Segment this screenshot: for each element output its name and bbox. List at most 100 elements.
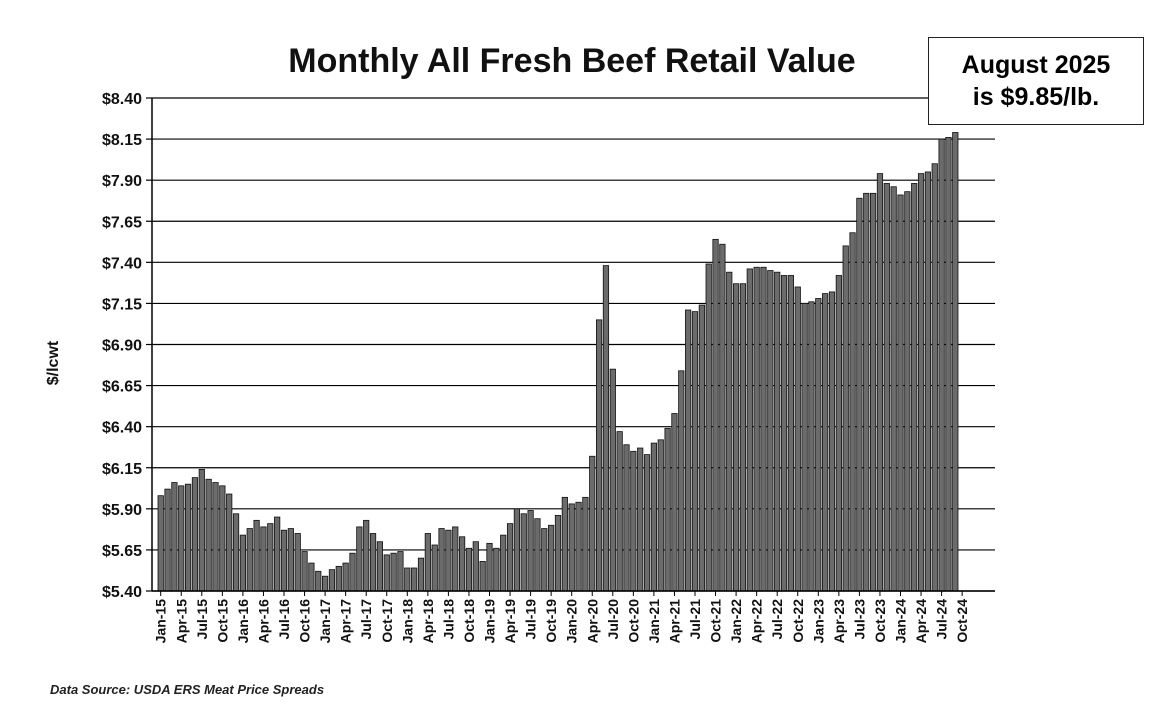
bar: [465, 547, 473, 592]
bar: [226, 493, 233, 592]
bar: [561, 496, 568, 592]
x-tick-label: Jul-16: [276, 599, 292, 640]
bar: [637, 447, 644, 592]
bar: [897, 194, 904, 592]
bar: [876, 173, 884, 592]
y-tick-label: $8.40: [102, 91, 142, 108]
y-tick-label: $6.90: [102, 338, 142, 355]
bar: [191, 477, 199, 592]
x-tick-label: Oct-21: [708, 599, 724, 643]
bar: [575, 501, 582, 592]
bar: [411, 567, 418, 592]
y-axis-ticks: $8.40 $8.15 $7.90 $7.65 $7.40 $7.15 $6.90 $6.65…: [102, 91, 152, 601]
x-axis-ticks: Jan-15 Apr-15 Jul-15 Oct-15 Jan-16 Apr-16 Jul-…: [153, 591, 970, 643]
bar: [534, 518, 541, 592]
bar: [815, 298, 822, 592]
bar: [506, 523, 514, 592]
bar: [253, 519, 260, 592]
x-tick-label: Jan-18: [399, 599, 415, 644]
bar: [911, 183, 918, 592]
bar: [239, 534, 246, 592]
bar: [616, 431, 623, 592]
bar: [472, 541, 479, 592]
bar: [301, 551, 308, 592]
data-source-note: Data Source: USDA ERS Meat Price Spreads: [50, 682, 324, 697]
bar: [568, 503, 575, 592]
y-tick-label: $5.65: [102, 543, 142, 560]
x-tick-label: Apr-22: [749, 599, 765, 644]
x-tick-label: Jul-20: [605, 599, 621, 640]
bar: [513, 508, 521, 592]
bar: [445, 529, 452, 592]
x-tick-label: Jul-21: [687, 599, 703, 640]
bar: [767, 270, 774, 592]
bar: [219, 485, 226, 592]
bar: [856, 197, 863, 592]
bar: [739, 283, 747, 592]
bar: [184, 483, 192, 592]
bar: [643, 454, 651, 592]
bar: [890, 186, 897, 592]
bar: [308, 562, 315, 592]
bar: [774, 271, 781, 592]
bar: [849, 232, 856, 592]
bar: [383, 554, 390, 592]
x-tick-label: Apr-19: [502, 599, 518, 644]
bar: [205, 478, 212, 592]
y-tick-label: $8.15: [102, 132, 142, 149]
x-tick-label: Oct-17: [379, 599, 395, 643]
bar: [883, 183, 890, 592]
x-tick-label: Jul-23: [851, 599, 867, 640]
bar: [589, 455, 596, 592]
bar: [623, 444, 630, 592]
bar: [246, 528, 253, 592]
x-tick-label: Oct-24: [954, 599, 970, 643]
bar: [835, 275, 842, 592]
bar: [945, 137, 952, 592]
x-tick-label: Jan-17: [317, 599, 333, 644]
x-tick-label: Oct-16: [297, 599, 313, 643]
x-tick-label: Jul-15: [194, 599, 210, 640]
bar: [733, 283, 740, 592]
x-tick-label: Oct-19: [543, 599, 559, 643]
x-tick-label: Apr-17: [338, 599, 354, 644]
x-tick-label: Oct-20: [625, 599, 641, 643]
bar: [609, 368, 616, 592]
x-tick-label: Oct-23: [872, 599, 888, 643]
bar: [404, 567, 411, 592]
bar: [390, 552, 397, 592]
x-tick-label: Oct-18: [461, 599, 477, 643]
bar: [691, 311, 699, 592]
bar: [458, 536, 466, 592]
bar: [780, 275, 788, 592]
bar: [917, 173, 925, 592]
bar: [760, 266, 767, 592]
bar: [479, 561, 486, 592]
x-tick-label: Jan-16: [235, 599, 251, 644]
bar: [493, 547, 500, 592]
bar: [870, 192, 877, 592]
x-tick-label: Apr-23: [831, 599, 847, 644]
bar: [527, 510, 534, 592]
y-tick-label: $6.40: [102, 420, 142, 437]
bar: [452, 526, 459, 592]
bar: [746, 268, 753, 592]
bar: [287, 528, 294, 592]
bar: [705, 263, 712, 592]
x-tick-label: Jul-19: [523, 599, 539, 640]
bar: [356, 526, 363, 592]
axes: [151, 98, 995, 592]
bar: [294, 533, 301, 592]
bar: [486, 542, 493, 592]
bar: [198, 468, 205, 592]
bar: [863, 192, 870, 592]
y-tick-label: $6.15: [102, 461, 142, 478]
x-tick-label: Jul-24: [934, 599, 950, 640]
bar: [321, 575, 329, 592]
bar: [671, 413, 678, 592]
x-tick-label: Jan-21: [646, 599, 662, 644]
y-tick-label: $7.15: [102, 296, 142, 313]
bar: [842, 245, 849, 592]
bar: [280, 529, 288, 592]
